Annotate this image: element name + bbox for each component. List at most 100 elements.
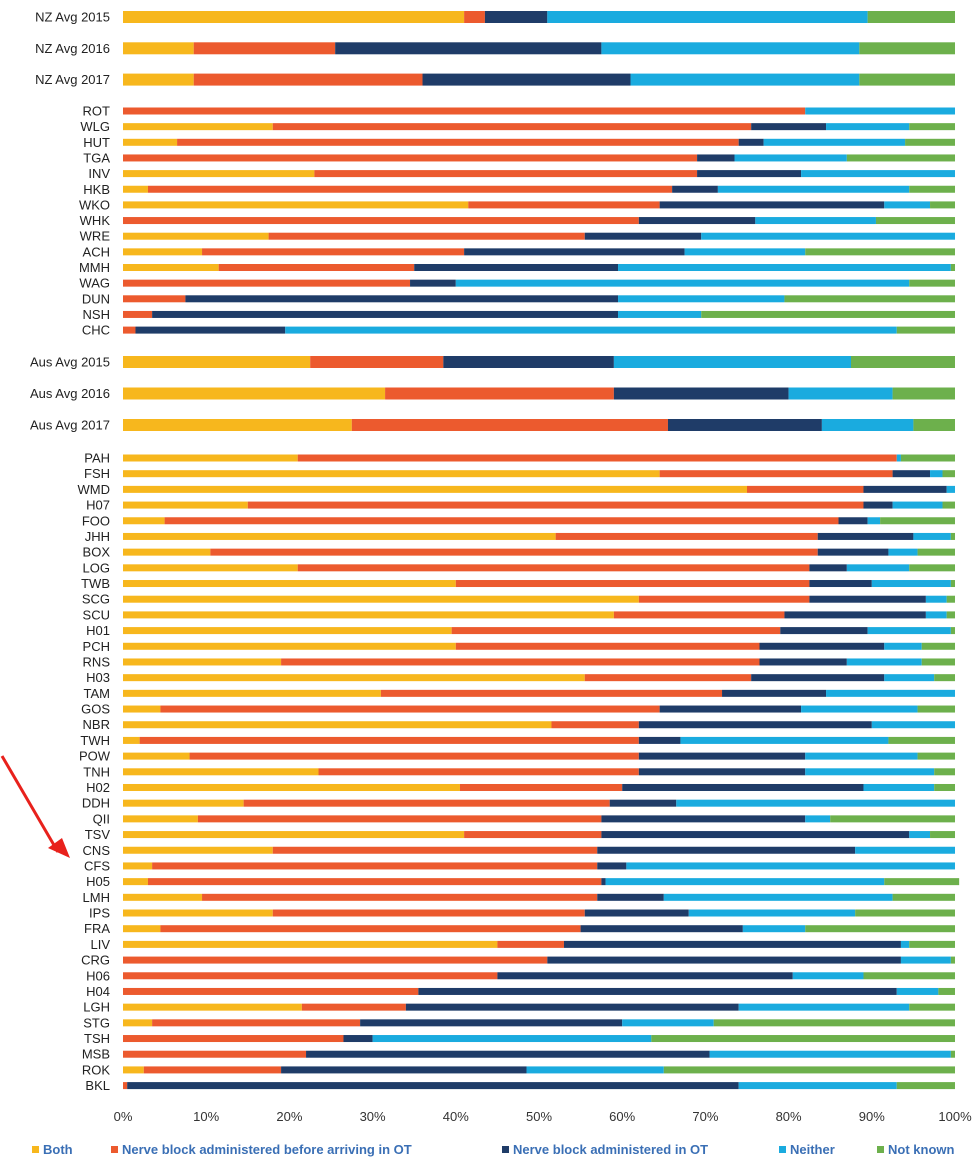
category-label: Aus Avg 2016 [30, 386, 110, 401]
bar-segment-both [123, 532, 556, 540]
bar-segment-before-ot [123, 956, 548, 964]
bar-segment-both [123, 689, 381, 697]
bar-segment-neither [930, 470, 943, 478]
bar-segment-both [123, 564, 298, 572]
bar-segment-neither [630, 73, 860, 86]
bar-segment-both [123, 940, 498, 948]
category-label: H04 [86, 984, 110, 999]
bar-segment-not-known [950, 532, 955, 540]
bar-segment-in-ot [817, 548, 889, 556]
bar-segment-before-ot [497, 940, 564, 948]
category-label: NZ Avg 2015 [35, 10, 110, 25]
bar-segment-not-known [855, 909, 955, 917]
x-tick-label: 100% [938, 1109, 972, 1124]
bar-segment-not-known [896, 1082, 955, 1090]
bar-segment-not-known [938, 987, 955, 995]
bar-segment-in-ot [609, 799, 677, 807]
bar-segment-in-ot [667, 419, 822, 431]
category-label: MMH [79, 260, 110, 275]
bar-segment-in-ot [697, 154, 735, 162]
bar-segment-in-ot [751, 123, 827, 131]
bar-segment-both [123, 356, 311, 368]
bar-segment-neither [913, 532, 951, 540]
bar-segment-neither [805, 768, 935, 776]
bar-segment-in-ot [464, 248, 685, 256]
bar-segment-not-known [867, 11, 955, 23]
category-label: LIV [90, 937, 110, 952]
bar-segment-in-ot [281, 1066, 527, 1074]
bar-segment-before-ot [281, 658, 760, 666]
bar-segment-both [123, 674, 585, 682]
x-tick-label: 90% [859, 1109, 885, 1124]
bar-segment-in-ot [563, 940, 901, 948]
x-tick-label: 70% [692, 1109, 718, 1124]
category-label: TSH [84, 1031, 110, 1046]
bar-segment-neither [613, 356, 851, 368]
bar-segment-in-ot [152, 310, 619, 318]
bar-segment-both [123, 387, 386, 400]
legend-item-not-known: Not known [877, 1142, 954, 1157]
bar-segment-both [123, 454, 298, 462]
category-label: CNS [83, 843, 111, 858]
bar-segment-both [123, 419, 352, 431]
bar-segment-both [123, 73, 194, 86]
category-label: TWH [80, 733, 110, 748]
bar-segment-in-ot [622, 783, 864, 791]
bar-segment-both [123, 1003, 302, 1011]
bar-segment-neither [846, 658, 922, 666]
bar-segment-not-known [913, 419, 955, 431]
bar-segment-not-known [651, 1035, 955, 1043]
x-tick-label: 10% [193, 1109, 219, 1124]
bar-segment-not-known [934, 783, 955, 791]
bar-segment-neither [626, 862, 955, 870]
bar-segment-in-ot [659, 201, 885, 209]
bar-segment-neither [605, 878, 885, 886]
x-axis-ticks: 0% 10% 20% 30% 40% 50% 60% 70% 80% 90% 100% [114, 1109, 972, 1124]
bar-segment-both [123, 517, 165, 525]
x-tick-label: 50% [526, 1109, 552, 1124]
bar-segment-in-ot [722, 689, 827, 697]
bar-segment-neither [688, 909, 856, 917]
legend-item-before-ot: Nerve block administered before arriving… [111, 1142, 412, 1157]
category-label: RNS [83, 654, 111, 669]
bar-segment-not-known [830, 815, 955, 823]
bar-segment-before-ot [123, 310, 153, 318]
category-label: WMD [78, 482, 111, 497]
bar-segment-before-ot [613, 611, 785, 619]
bar-segment-before-ot [197, 815, 602, 823]
bar-segment-before-ot [202, 893, 598, 901]
category-label: CHC [82, 323, 110, 338]
bar-segment-neither [871, 580, 951, 588]
bar-segment-neither [734, 154, 847, 162]
bar-segment-not-known [905, 138, 955, 146]
bar-segment-before-ot [123, 1050, 307, 1058]
bar-segment-in-ot [784, 611, 926, 619]
bar-segment-both [123, 909, 273, 917]
bar-segment-both [123, 11, 465, 23]
bar-segment-before-ot [143, 1066, 282, 1074]
category-label: CFS [84, 858, 110, 873]
bar-segment-neither [863, 783, 935, 791]
legend-label-not-known: Not known [888, 1142, 955, 1157]
bar-segment-both [123, 123, 273, 131]
bar-segment-not-known [701, 310, 955, 318]
bar-segment-in-ot [306, 1050, 710, 1058]
bar-segment-neither [701, 232, 955, 240]
bar-segment-neither [888, 548, 918, 556]
bar-segment-neither [618, 264, 951, 271]
bar-segment-before-ot [385, 387, 614, 400]
category-label: WKO [79, 197, 110, 212]
bar-segment-before-ot [152, 1019, 361, 1027]
bar-segment-before-ot [297, 454, 897, 462]
bar-segment-not-known [713, 1019, 955, 1027]
bar-segment-in-ot [343, 1035, 373, 1043]
bar-segment-before-ot [351, 419, 668, 431]
bar-segment-neither [925, 611, 947, 619]
bar-segment-both [123, 1066, 144, 1074]
bar-segment-both [123, 138, 178, 146]
bar-segment-neither [884, 674, 935, 682]
bar-segment-neither [884, 201, 931, 209]
bar-segment-neither [709, 1050, 951, 1058]
